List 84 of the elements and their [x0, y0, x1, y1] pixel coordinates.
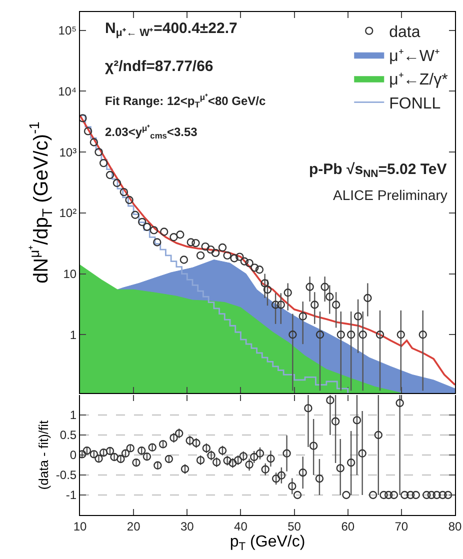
legend-label: μ⁺←Z/γ*	[389, 72, 448, 89]
point	[99, 158, 108, 168]
point	[271, 300, 280, 309]
point	[90, 138, 98, 146]
point	[192, 238, 200, 248]
point	[245, 258, 254, 268]
legend-label: data	[389, 24, 420, 42]
point	[211, 248, 220, 258]
y-tick-label: 10⁵	[58, 24, 77, 38]
point	[230, 254, 238, 262]
point	[310, 300, 319, 309]
point	[298, 312, 307, 320]
point	[336, 330, 345, 339]
point	[306, 282, 314, 291]
point	[263, 285, 272, 294]
point	[106, 170, 114, 180]
legend-label: μ⁺←W⁺	[389, 48, 440, 65]
point	[276, 300, 285, 309]
point	[260, 279, 269, 288]
point	[176, 230, 184, 239]
point	[250, 264, 259, 272]
point	[84, 127, 92, 136]
point	[112, 178, 122, 188]
x-tick-label: 20	[126, 519, 141, 534]
y-tick-label: 10	[63, 266, 77, 281]
y-tick-label: 10²	[59, 206, 77, 220]
point	[180, 256, 188, 264]
annotation: N$_{μ⁺← W⁺}$=400.4±22.7	[105, 20, 238, 40]
point	[236, 252, 244, 261]
annotation: χ²/ndf=87.77/66	[105, 58, 214, 75]
y-axis-title: (data - fit)/fit	[36, 420, 51, 490]
y-tick-label: 0.5	[60, 428, 77, 442]
point	[332, 300, 340, 309]
x-tick-label: 40	[234, 519, 248, 534]
point	[288, 330, 297, 339]
y-tick-label: 10⁴	[58, 84, 77, 98]
x-tick-label: 60	[341, 519, 355, 534]
point	[284, 288, 292, 297]
point	[80, 114, 87, 122]
point	[218, 243, 227, 252]
legend-label: FONLL	[389, 95, 441, 112]
point	[354, 312, 362, 320]
annotation: p-Pb √s$_{NN}$=5.02 TeV	[309, 161, 447, 180]
point	[201, 242, 210, 251]
point	[320, 282, 329, 291]
y-tick-label: 10³	[59, 145, 77, 160]
point	[150, 226, 158, 234]
point	[364, 294, 372, 302]
x-tick-label: 70	[394, 519, 408, 534]
annotation: 2.03<y$^{μ⁺}$$_{cms}$<3.53	[105, 123, 198, 141]
point	[94, 148, 103, 156]
point	[255, 266, 264, 274]
point	[346, 330, 356, 339]
point	[396, 330, 405, 339]
x-tick-label: 30	[180, 519, 194, 534]
x-tick-label: 50	[288, 519, 302, 534]
line-series	[80, 114, 455, 386]
point	[153, 238, 162, 246]
point	[223, 251, 232, 260]
point	[138, 218, 146, 226]
y-tick-label: -1	[66, 488, 77, 502]
annotation: Fit Range: 12<p$_{T}$$^{μ⁺}$<80 GeV/c	[105, 92, 266, 110]
annotation: ALICE Preliminary	[333, 187, 448, 203]
y-tick-label: 0	[70, 448, 77, 462]
point	[120, 188, 128, 196]
point	[142, 222, 152, 231]
point	[170, 233, 178, 242]
point	[358, 330, 367, 339]
x-axis-title: p$_{T}$ (GeV/c)	[230, 533, 306, 553]
y-tick-label: 1	[70, 328, 77, 342]
point	[160, 228, 168, 236]
point	[196, 251, 205, 260]
point	[316, 330, 324, 339]
point	[125, 196, 134, 204]
y-tick-label: -0.5	[56, 468, 77, 482]
point	[376, 330, 384, 339]
point	[418, 330, 427, 339]
point	[206, 245, 215, 254]
y-tick-label: 1	[70, 408, 77, 422]
point	[131, 210, 140, 219]
x-tick-label: 80	[448, 519, 462, 534]
point	[186, 238, 195, 246]
point	[240, 257, 249, 266]
point	[326, 292, 334, 301]
